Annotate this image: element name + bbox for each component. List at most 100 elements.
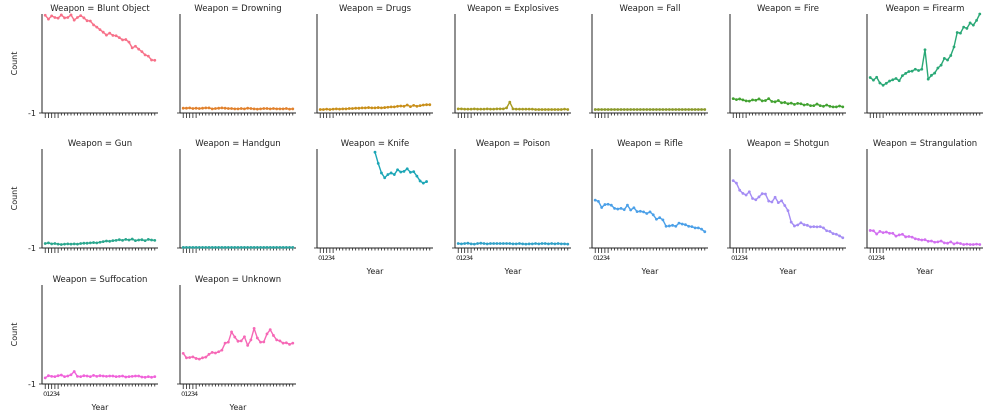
data-point — [616, 108, 620, 111]
data-point — [217, 350, 221, 354]
data-point — [334, 107, 338, 111]
data-point — [789, 220, 793, 224]
x-tick-label: 4 — [56, 390, 60, 398]
data-point — [143, 239, 147, 243]
data-point — [952, 242, 956, 246]
data-point — [770, 200, 774, 204]
data-point — [534, 108, 537, 111]
data-point — [482, 107, 486, 111]
facet-fire: Weapon = Fire — [727, 4, 846, 118]
data-point — [757, 97, 761, 101]
data-point — [82, 241, 86, 245]
data-point — [354, 106, 358, 110]
data-point — [530, 242, 534, 246]
x-tick-label: 2 — [188, 390, 192, 398]
facet-title: Weapon = Gun — [68, 139, 132, 149]
data-point — [66, 16, 70, 19]
data-point — [802, 223, 806, 227]
data-point — [959, 31, 962, 35]
data-point — [613, 207, 616, 210]
facet-suffocation: Weapon = Suffocation -1 Count 0 1 2 3 4 Year — [10, 275, 158, 412]
data-point — [233, 107, 237, 111]
data-point — [226, 245, 230, 249]
data-point — [370, 106, 374, 110]
data-point — [98, 374, 102, 378]
y-axis-label: Count — [10, 323, 19, 347]
data-point — [764, 99, 767, 102]
data-point — [828, 229, 832, 233]
facet-title: Weapon = Poison — [476, 139, 550, 149]
facet-title: Weapon = Explosives — [467, 4, 559, 14]
data-point — [239, 339, 243, 343]
data-point — [735, 181, 738, 185]
data-point — [655, 217, 658, 221]
data-point — [389, 105, 393, 109]
data-point — [802, 103, 806, 107]
data-point — [146, 54, 150, 58]
data-point — [66, 374, 70, 378]
data-point — [259, 340, 262, 344]
data-point — [392, 173, 396, 176]
facet-explosives: Weapon = Explosives — [452, 4, 571, 118]
data-point — [220, 245, 224, 249]
data-point — [53, 16, 57, 19]
facet-knife: Weapon = Knife 0 1 2 3 4 Year — [314, 139, 433, 276]
data-point — [563, 242, 566, 246]
data-point — [226, 340, 230, 344]
x-tick-label: 2 — [50, 390, 54, 398]
data-point — [651, 108, 655, 111]
data-point — [418, 179, 422, 183]
data-point — [556, 108, 560, 111]
data-point — [137, 374, 141, 378]
data-point — [338, 107, 341, 111]
data-point — [632, 206, 636, 210]
data-point — [975, 242, 978, 246]
data-point — [891, 231, 895, 235]
data-point — [188, 245, 192, 249]
data-point — [476, 242, 479, 245]
data-point — [593, 108, 597, 111]
data-point — [130, 46, 134, 50]
data-point — [920, 67, 924, 71]
data-point — [108, 239, 112, 243]
data-point — [930, 73, 933, 77]
data-point — [291, 245, 295, 249]
data-point — [150, 375, 153, 379]
data-point — [101, 30, 105, 34]
data-point — [658, 108, 662, 111]
data-point — [635, 108, 639, 111]
data-point — [72, 242, 76, 246]
data-point — [667, 224, 671, 228]
data-point — [233, 245, 237, 249]
data-point — [318, 108, 322, 111]
data-point — [153, 58, 157, 62]
data-point — [272, 107, 275, 110]
data-point — [425, 103, 428, 107]
data-point — [629, 208, 633, 212]
data-point — [881, 231, 885, 235]
facet-title: Weapon = Handgun — [195, 139, 280, 149]
data-point — [92, 23, 95, 27]
data-point — [754, 198, 758, 202]
data-point — [76, 242, 79, 246]
data-point — [959, 242, 962, 245]
data-point — [671, 223, 674, 227]
data-point — [696, 108, 700, 111]
data-point — [629, 108, 633, 111]
data-point — [913, 237, 917, 241]
data-point — [127, 40, 131, 44]
data-point — [751, 98, 754, 102]
data-point — [767, 97, 771, 101]
data-point — [121, 374, 124, 378]
data-point — [664, 224, 668, 228]
x-tick-label: 3 — [53, 390, 57, 398]
data-point — [281, 341, 285, 345]
data-point — [667, 108, 671, 111]
data-point — [680, 108, 684, 111]
data-point — [786, 209, 790, 213]
data-point — [76, 374, 79, 378]
data-point — [72, 370, 76, 373]
data-point — [834, 105, 838, 109]
data-point — [501, 107, 505, 111]
data-point — [351, 107, 354, 110]
